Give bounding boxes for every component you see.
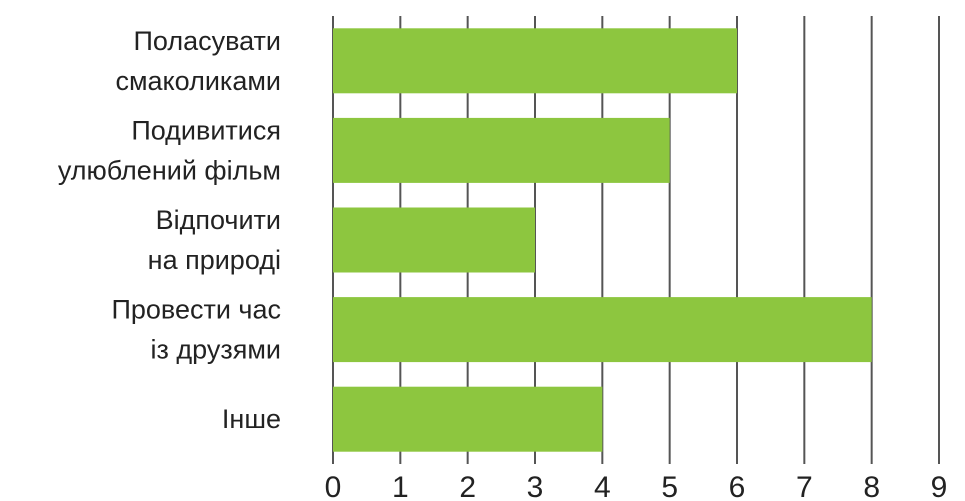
x-tick-label-1: 1 — [392, 471, 409, 501]
category-label-1-line-2: смаколиками — [115, 66, 281, 96]
bar-2 — [333, 117, 670, 183]
category-label-5-line-1: Інше — [222, 404, 281, 434]
category-label-2-line-1: Подивитися — [131, 115, 281, 145]
bar-3 — [333, 207, 535, 273]
x-tick-label-2: 2 — [459, 471, 476, 501]
category-label-4-line-2: із друзями — [151, 335, 282, 365]
x-tick-label-9: 9 — [931, 471, 948, 501]
bar-5 — [333, 386, 603, 452]
bar-layer — [333, 28, 872, 452]
category-labels: Поласувати смаколиками Подивитися улюблений… — [58, 26, 281, 434]
x-axis-tick-labels: 0 1 2 3 4 5 6 7 8 9 — [325, 471, 948, 501]
x-tick-label-5: 5 — [661, 471, 678, 501]
category-label-3-line-2: на природі — [148, 245, 281, 275]
category-label-1-line-1: Поласувати — [133, 26, 281, 56]
bar-4 — [333, 297, 872, 363]
x-tick-label-6: 6 — [729, 471, 746, 501]
x-tick-label-0: 0 — [325, 471, 342, 501]
x-tick-label-8: 8 — [863, 471, 880, 501]
x-tick-label-4: 4 — [594, 471, 611, 501]
x-tick-label-3: 3 — [527, 471, 544, 501]
bar-1 — [333, 28, 737, 94]
category-label-3-line-1: Відпочити — [156, 205, 281, 235]
category-label-4-line-1: Провести час — [111, 295, 281, 325]
category-label-2-line-2: улюблений фільм — [58, 155, 281, 185]
x-tick-label-7: 7 — [796, 471, 813, 501]
